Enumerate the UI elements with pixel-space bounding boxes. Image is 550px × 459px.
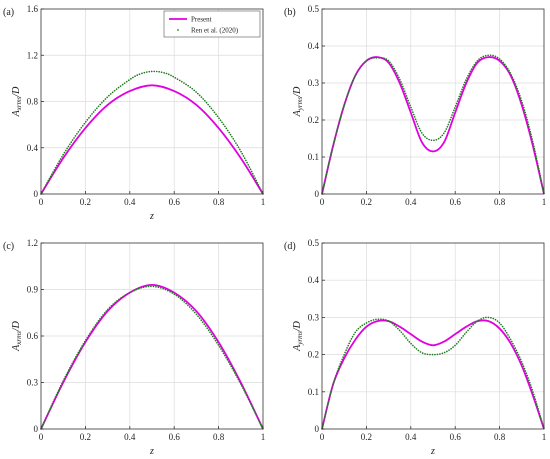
x-tick-label: 0 (320, 432, 325, 442)
y-tick-label: 0.1 (308, 152, 319, 162)
x-axis-label: z (149, 446, 154, 457)
series-line-reference (321, 316, 545, 430)
panel-label: (d) (284, 241, 296, 252)
y-axis-label: Axrms/D (11, 86, 23, 118)
series-line-present (40, 283, 264, 430)
y-tick-label: 0 (34, 189, 39, 199)
axes-frame (321, 242, 545, 430)
x-tick-label: 1 (261, 197, 266, 207)
axes-frame (321, 8, 545, 195)
y-tick-label: 0.4 (308, 275, 320, 285)
y-tick-label: 0.3 (27, 378, 39, 388)
y-tick-label: 0.3 (308, 78, 320, 88)
legend-label-reference: Ren et al. (2020) (191, 27, 239, 35)
legend: Present Ren et al. (2020) (163, 10, 261, 38)
y-tick-label: 1.2 (27, 50, 38, 60)
x-tick-label: 0.6 (169, 432, 181, 442)
y-tick-label: 0 (315, 424, 320, 434)
x-tick-label: 0.4 (405, 432, 417, 442)
series-line-reference (40, 70, 264, 195)
y-tick-label: 1.6 (27, 4, 39, 14)
x-tick-label: 0.8 (213, 432, 225, 442)
x-axis-label: z (430, 446, 435, 457)
y-tick-label: 0.2 (308, 115, 319, 125)
series-line-present (321, 319, 545, 430)
x-tick-label: 0.8 (494, 432, 506, 442)
series-line-present (321, 56, 545, 195)
x-tick-label: 0.6 (450, 197, 462, 207)
x-tick-label: 1 (542, 432, 547, 442)
y-tick-label: 0 (315, 189, 320, 199)
x-tick-label: 0 (39, 197, 44, 207)
panel-c: 0 0.2 0.4 0.6 0.8 1 0 0.3 0.6 0.9 1.2 (c) z Axrms/D (3, 238, 265, 457)
series-line-reference (40, 285, 264, 430)
y-tick-label: 0.9 (27, 285, 39, 295)
y-tick-label: 0.2 (308, 350, 319, 360)
series-line-present (40, 84, 264, 195)
y-axis-label: Axrms/D (11, 320, 23, 352)
y-tick-label: 1.2 (27, 238, 38, 248)
panel-label: (c) (3, 241, 14, 252)
legend-swatch-reference (177, 29, 179, 31)
y-tick-label: 0.4 (27, 143, 39, 153)
y-tick-label: 0.5 (308, 4, 320, 14)
x-tick-label: 0.8 (494, 197, 506, 207)
x-tick-label: 1 (261, 432, 266, 442)
x-tick-label: 0.4 (405, 197, 417, 207)
x-tick-label: 1 (542, 197, 547, 207)
x-tick-label: 0.8 (213, 197, 225, 207)
x-tick-label: 0.4 (124, 432, 136, 442)
legend-box (163, 10, 261, 38)
x-tick-label: 0.6 (450, 432, 462, 442)
y-axis-label: Ayrms/D (292, 320, 304, 352)
x-tick-label: 0 (320, 197, 325, 207)
series-line-reference (321, 54, 545, 195)
panel-label: (b) (284, 7, 296, 18)
y-tick-label: 0.1 (308, 387, 319, 397)
x-tick-label: 0.2 (361, 197, 372, 207)
y-tick-label: 0 (34, 424, 39, 434)
y-tick-label: 0.8 (27, 97, 39, 107)
x-tick-label: 0.2 (361, 432, 372, 442)
panel-label: (a) (3, 7, 14, 18)
x-tick-label: 0.2 (80, 197, 91, 207)
panel-b: 0 0.2 0.4 0.6 0.8 1 0 0.1 0.2 0.3 0.4 0.5 (b) Ayrms/D (284, 4, 546, 207)
x-tick-label: 0 (39, 432, 44, 442)
y-tick-label: 0.4 (308, 41, 320, 51)
panel-a: 0 0.2 0.4 0.6 0.8 1 0 0.4 0.8 1.2 1.6 (a) z Axrms/D Pr… (3, 4, 265, 222)
x-axis-label: z (149, 211, 154, 222)
legend-label-present: Present (191, 16, 212, 24)
x-tick-label: 0.2 (80, 432, 91, 442)
y-axis-label: Ayrms/D (292, 86, 304, 118)
panel-d: 0 0.2 0.4 0.6 0.8 1 0 0.1 0.2 0.3 0.4 0.5 (d) z Ayrms/… (284, 238, 546, 457)
x-tick-label: 0.6 (169, 197, 181, 207)
y-tick-label: 0.5 (308, 238, 320, 248)
y-tick-label: 0.3 (308, 312, 320, 322)
y-tick-label: 0.6 (27, 331, 39, 341)
x-tick-label: 0.4 (124, 197, 136, 207)
